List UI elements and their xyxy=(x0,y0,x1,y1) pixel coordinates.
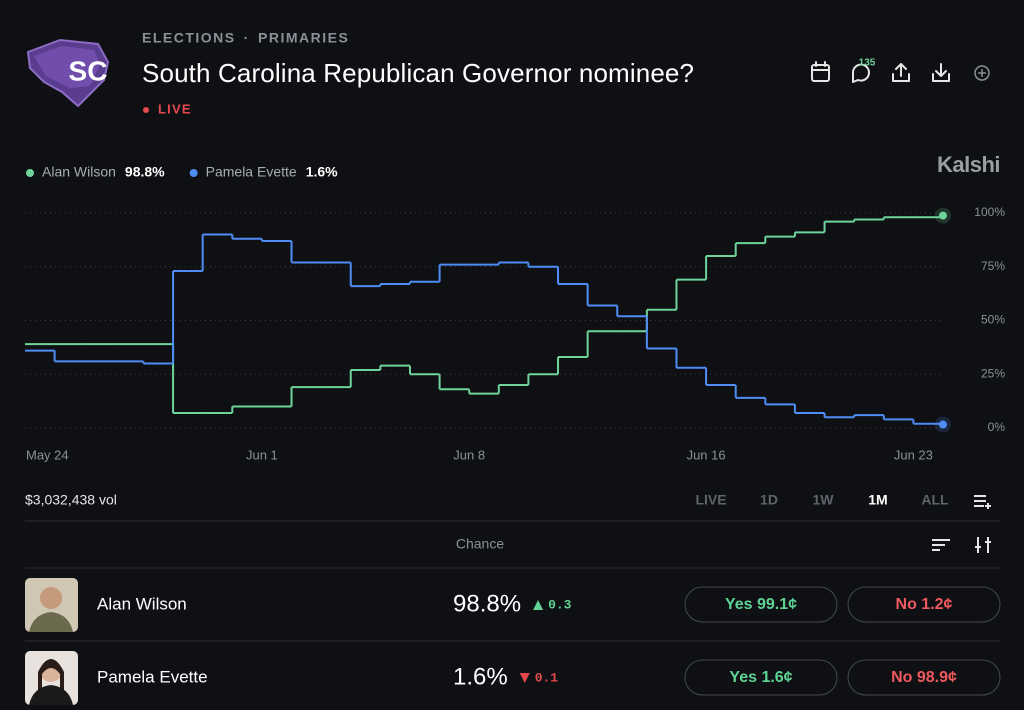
legend-dot xyxy=(26,169,34,177)
y-tick-label: 25% xyxy=(981,366,1005,380)
avatar-hair xyxy=(38,659,64,690)
avatar xyxy=(25,651,78,705)
avatar-body xyxy=(29,685,73,705)
no-button[interactable] xyxy=(847,659,1001,696)
no-button[interactable] xyxy=(847,586,1001,623)
range-option[interactable]: ALL xyxy=(921,492,949,508)
market-logo: SC xyxy=(26,38,110,108)
series-line xyxy=(25,207,951,414)
y-tick-label: 0% xyxy=(988,420,1006,434)
legend-value: 1.6% xyxy=(306,164,338,180)
x-tick-label: Jun 8 xyxy=(453,447,485,462)
x-tick-label: Jun 1 xyxy=(246,447,278,462)
change-value: 0.1 xyxy=(535,670,559,685)
comment-count: 135 xyxy=(859,58,876,69)
legend-value: 98.8% xyxy=(125,164,165,180)
change-value: 0.3 xyxy=(548,597,572,612)
more-icon[interactable] xyxy=(974,65,990,81)
live-status: LIVE xyxy=(158,101,192,116)
sort-icon[interactable] xyxy=(932,539,950,551)
range-option[interactable]: 1D xyxy=(760,492,778,508)
no-button-label: No 98.9¢ xyxy=(891,669,957,686)
chance: 1.6% xyxy=(453,663,508,690)
legend-name: Alan Wilson xyxy=(42,164,116,180)
breadcrumb[interactable]: PRIMARIES xyxy=(258,30,349,46)
download-icon[interactable] xyxy=(932,63,950,82)
y-tick-label: 100% xyxy=(974,205,1005,219)
change-arrow xyxy=(533,600,544,610)
x-tick-label: May 24 xyxy=(26,447,69,462)
live-dot xyxy=(143,107,149,113)
chance: 98.8% xyxy=(453,590,521,617)
change-arrow xyxy=(519,673,530,683)
filter-icon[interactable] xyxy=(975,537,991,553)
yes-button[interactable] xyxy=(684,659,838,696)
y-tick-label: 75% xyxy=(981,259,1005,273)
range-option[interactable]: 1M xyxy=(868,492,887,508)
brand-logo: Kalshi xyxy=(937,152,1000,177)
yes-button-label: Yes 99.1¢ xyxy=(725,596,797,613)
no-button-label: No 1.2¢ xyxy=(896,596,953,613)
legend-name: Pamela Evette xyxy=(206,164,297,180)
series-line xyxy=(25,233,951,433)
avatar-head xyxy=(40,587,62,609)
chart-settings-icon[interactable] xyxy=(974,495,991,509)
share-icon[interactable] xyxy=(892,63,910,82)
column-header: Chance xyxy=(456,536,504,552)
y-tick-label: 50% xyxy=(981,313,1005,327)
end-point xyxy=(939,211,947,220)
breadcrumb[interactable]: ELECTIONS xyxy=(142,30,236,46)
x-tick-label: Jun 23 xyxy=(894,447,933,462)
market-title: South Carolina Republican Governor nomin… xyxy=(142,58,694,88)
comments-icon[interactable] xyxy=(851,63,870,83)
avatar-body xyxy=(29,612,73,632)
outcome-name: Pamela Evette xyxy=(97,667,208,686)
yes-button-label: Yes 1.6¢ xyxy=(729,669,792,686)
yes-button[interactable] xyxy=(684,586,838,623)
legend-dot xyxy=(189,169,198,177)
avatar xyxy=(25,578,78,632)
volume: $3,032,438 vol xyxy=(25,492,117,508)
breadcrumb-separator: · xyxy=(244,30,249,46)
x-tick-label: Jun 16 xyxy=(687,447,726,462)
logo-badge: SC xyxy=(69,55,108,86)
outcome-name: Alan Wilson xyxy=(97,594,187,613)
range-option[interactable]: LIVE xyxy=(695,492,726,508)
range-option[interactable]: 1W xyxy=(813,492,835,508)
end-point xyxy=(939,420,947,429)
calendar-icon[interactable] xyxy=(811,61,830,82)
